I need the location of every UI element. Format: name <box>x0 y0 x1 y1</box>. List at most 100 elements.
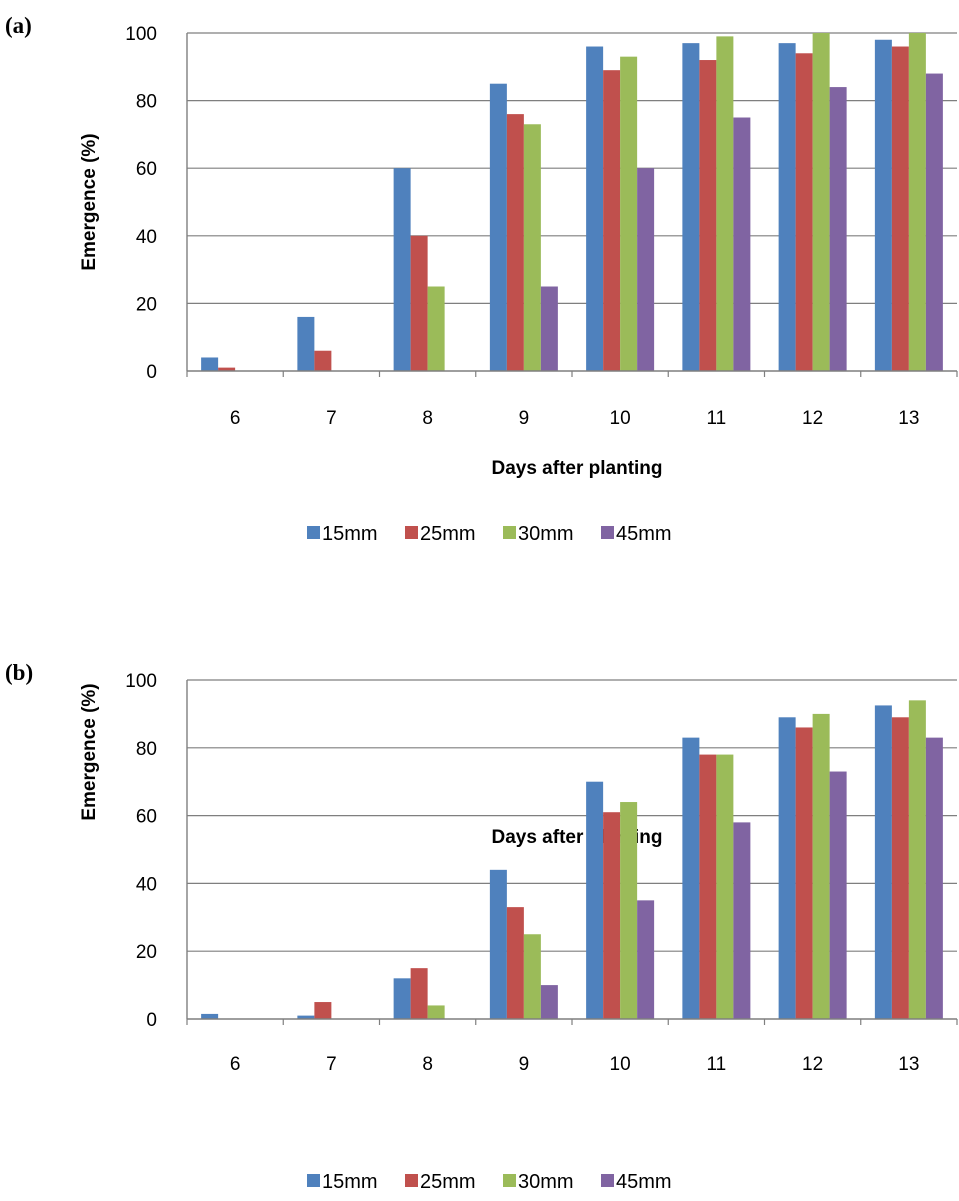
bar-30mm-9 <box>523 934 541 1019</box>
bar-15mm-13 <box>874 39 892 371</box>
bar-30mm-11 <box>716 754 734 1019</box>
bar-45mm-11 <box>733 822 751 1019</box>
bar-30mm-12 <box>812 713 830 1019</box>
bar-30mm-11 <box>716 36 734 371</box>
legend-swatch <box>405 526 418 539</box>
y-tick-label: 20 <box>136 942 157 963</box>
bar-15mm-8 <box>393 168 411 371</box>
bar-15mm-6 <box>201 357 219 371</box>
bar-25mm-9 <box>506 114 524 372</box>
bar-15mm-10 <box>586 781 604 1019</box>
y-tick-label: 20 <box>136 294 157 315</box>
bar-30mm-10 <box>620 56 638 371</box>
x-tick-label: 13 <box>898 1054 919 1075</box>
bar-15mm-12 <box>778 43 796 371</box>
x-tick-label: 7 <box>326 1054 337 1075</box>
y-tick-label: 40 <box>136 874 157 895</box>
y-tick-label: 100 <box>125 24 157 45</box>
y-axis-title-a: Emergence (%) <box>79 133 100 270</box>
bar-15mm-8 <box>393 978 411 1019</box>
x-axis-title-a: Days after planting <box>491 458 662 479</box>
bar-30mm-9 <box>523 124 541 371</box>
x-tick-label: 6 <box>230 408 241 429</box>
legend-swatch <box>503 526 516 539</box>
bar-30mm-8 <box>427 1005 445 1019</box>
bar-25mm-12 <box>795 53 813 371</box>
bar-15mm-6 <box>201 1013 219 1019</box>
bar-25mm-13 <box>891 46 909 372</box>
x-tick-label: 8 <box>422 408 433 429</box>
bar-25mm-10 <box>603 70 621 372</box>
panel-label-b: (b) <box>5 660 33 685</box>
legend-label: 30mm <box>518 523 574 545</box>
bar-15mm-11 <box>682 43 700 371</box>
bar-45mm-13 <box>925 737 943 1019</box>
x-tick-label: 10 <box>610 408 631 429</box>
legend-label: 25mm <box>420 1171 476 1193</box>
y-tick-label: 40 <box>136 227 157 248</box>
bar-45mm-9 <box>540 985 558 1019</box>
bar-15mm-10 <box>586 46 604 372</box>
chart-panel-a: (a) Emergence (%) Days after planting 0 2… <box>5 13 958 545</box>
legend-label: 15mm <box>322 523 378 545</box>
bar-15mm-9 <box>489 869 507 1019</box>
bar-15mm-9 <box>489 83 507 371</box>
bar-25mm-11 <box>699 754 717 1019</box>
x-tick-label: 6 <box>230 1054 241 1075</box>
x-tick-label: 12 <box>802 1054 823 1075</box>
bar-45mm-13 <box>925 73 943 371</box>
legend-label: 25mm <box>420 523 476 545</box>
legend-label: 45mm <box>616 1171 672 1193</box>
legend-swatch <box>601 526 614 539</box>
legend-swatch <box>601 1174 614 1187</box>
bar-45mm-10 <box>637 900 655 1019</box>
bar-25mm-7 <box>314 350 332 371</box>
y-tick-label: 0 <box>146 1010 157 1031</box>
legend-swatch <box>405 1174 418 1187</box>
bar-15mm-7 <box>297 316 315 371</box>
x-tick-label: 11 <box>707 408 727 429</box>
x-tick-label: 9 <box>519 1054 530 1075</box>
bar-45mm-12 <box>829 87 847 371</box>
legend-label: 15mm <box>322 1171 378 1193</box>
bar-25mm-7 <box>314 1002 332 1019</box>
panel-label-a: (a) <box>5 13 32 38</box>
x-tick-label: 13 <box>898 408 919 429</box>
y-tick-label: 80 <box>136 739 157 760</box>
bar-25mm-8 <box>410 235 428 371</box>
bar-15mm-7 <box>297 1015 315 1019</box>
bar-25mm-8 <box>410 968 428 1019</box>
bar-15mm-12 <box>778 717 796 1019</box>
bar-25mm-9 <box>506 907 524 1019</box>
x-tick-label: 8 <box>422 1054 433 1075</box>
legend-label: 30mm <box>518 1171 574 1193</box>
bar-45mm-12 <box>829 771 847 1019</box>
bar-30mm-8 <box>427 286 445 371</box>
bar-45mm-11 <box>733 117 751 371</box>
bar-30mm-13 <box>908 700 926 1019</box>
legend-swatch <box>503 1174 516 1187</box>
x-tick-label: 9 <box>519 408 530 429</box>
y-tick-label: 60 <box>136 159 157 180</box>
bar-45mm-10 <box>637 168 655 371</box>
bar-25mm-10 <box>603 812 621 1019</box>
bar-25mm-12 <box>795 727 813 1019</box>
bar-15mm-13 <box>874 705 892 1019</box>
legend-label: 45mm <box>616 523 672 545</box>
y-tick-label: 100 <box>125 671 157 692</box>
y-axis-title-b: Emergence (%) <box>79 683 100 820</box>
bar-25mm-13 <box>891 717 909 1019</box>
bar-25mm-6 <box>218 367 236 371</box>
x-tick-label: 10 <box>610 1054 631 1075</box>
chart-panel-b: (b) Emergence (%) Days after planting 02… <box>5 660 958 1193</box>
legend-swatch <box>307 526 320 539</box>
x-tick-label: 11 <box>707 1054 727 1075</box>
bar-30mm-12 <box>812 33 830 371</box>
x-tick-label: 12 <box>802 408 823 429</box>
y-tick-label: 80 <box>136 92 157 113</box>
bar-30mm-13 <box>908 33 926 371</box>
bar-45mm-9 <box>540 286 558 371</box>
bar-25mm-11 <box>699 60 717 371</box>
y-tick-label: 0 <box>146 362 157 383</box>
